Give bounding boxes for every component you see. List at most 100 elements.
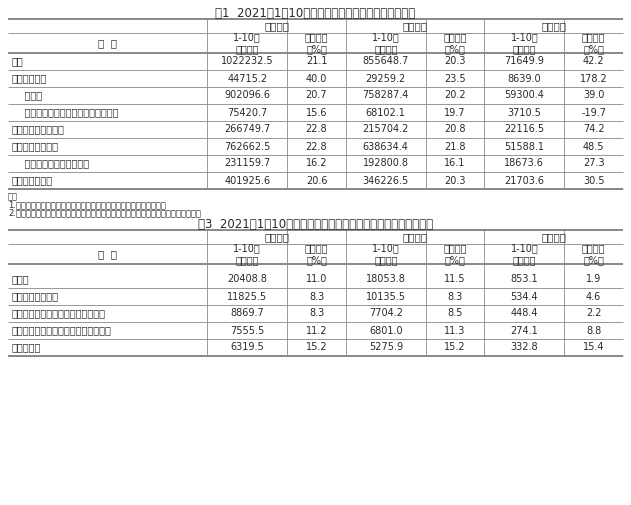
Text: 15.6: 15.6 <box>306 108 327 118</box>
Text: 10135.5: 10135.5 <box>366 291 406 301</box>
Text: 215704.2: 215704.2 <box>363 125 409 134</box>
Text: 8.5: 8.5 <box>447 309 463 319</box>
Text: 其中：股份制企业: 其中：股份制企业 <box>12 141 59 152</box>
Text: 22116.5: 22116.5 <box>504 125 545 134</box>
Text: 21.8: 21.8 <box>444 141 466 152</box>
Text: 同比增长
（%）: 同比增长 （%） <box>582 243 605 265</box>
Text: 1.经济类型分组之间存在交叉，故各经济类型企业数据之和大于总计。: 1.经济类型分组之间存在交叉，故各经济类型企业数据之和大于总计。 <box>8 200 166 209</box>
Text: 注：: 注： <box>8 192 18 201</box>
Text: 401925.6: 401925.6 <box>224 176 270 185</box>
Text: 行  业: 行 业 <box>98 249 117 259</box>
Text: 6319.5: 6319.5 <box>230 342 264 352</box>
Text: 6801.0: 6801.0 <box>369 326 403 335</box>
Text: 其中：采矿业: 其中：采矿业 <box>12 74 47 83</box>
Text: 8.3: 8.3 <box>447 291 463 301</box>
Text: 纺织业: 纺织业 <box>12 275 30 284</box>
Text: 20.8: 20.8 <box>444 125 466 134</box>
Text: 表1  2021年1－10月份规模以上工业企业主要财务指标: 表1 2021年1－10月份规模以上工业企业主要财务指标 <box>215 7 416 20</box>
Text: 制造业: 制造业 <box>12 90 42 100</box>
Text: 8869.7: 8869.7 <box>230 309 264 319</box>
Text: 11.0: 11.0 <box>306 275 327 284</box>
Text: 902096.6: 902096.6 <box>224 90 270 100</box>
Text: 40.0: 40.0 <box>306 74 327 83</box>
Text: 18673.6: 18673.6 <box>504 159 545 169</box>
Text: 5275.9: 5275.9 <box>369 342 403 352</box>
Text: 同比增长
（%）: 同比增长 （%） <box>444 32 467 54</box>
Text: 皮革、毛皮、羽毛及其制品和制鞋业: 皮革、毛皮、羽毛及其制品和制鞋业 <box>12 309 106 319</box>
Text: 1.9: 1.9 <box>586 275 601 284</box>
Text: 分  组: 分 组 <box>98 38 117 48</box>
Text: 21703.6: 21703.6 <box>504 176 545 185</box>
Text: 8.8: 8.8 <box>586 326 601 335</box>
Text: 20.3: 20.3 <box>444 57 466 67</box>
Text: 1-10月
（亿元）: 1-10月 （亿元） <box>510 243 538 265</box>
Text: 1-10月
（亿元）: 1-10月 （亿元） <box>372 32 399 54</box>
Text: 外商及港澳台商投资企业: 外商及港澳台商投资企业 <box>12 159 89 169</box>
Text: 16.1: 16.1 <box>444 159 466 169</box>
Text: 68102.1: 68102.1 <box>366 108 406 118</box>
Text: 20.2: 20.2 <box>444 90 466 100</box>
Text: 332.8: 332.8 <box>510 342 538 352</box>
Text: 15.2: 15.2 <box>444 342 466 352</box>
Text: 1-10月
（亿元）: 1-10月 （亿元） <box>233 32 261 54</box>
Text: 15.4: 15.4 <box>583 342 604 352</box>
Text: 27.3: 27.3 <box>583 159 604 169</box>
Text: 20.7: 20.7 <box>305 90 327 100</box>
Text: 855648.7: 855648.7 <box>363 57 409 67</box>
Text: 纺织服装、服饰业: 纺织服装、服饰业 <box>12 291 59 301</box>
Text: 22.8: 22.8 <box>305 141 327 152</box>
Text: 表3  2021年1－10月份规模以上工业企业主要财务指标（分行业）: 表3 2021年1－10月份规模以上工业企业主要财务指标（分行业） <box>198 218 433 231</box>
Text: 59300.4: 59300.4 <box>504 90 545 100</box>
Text: 1-10月
（亿元）: 1-10月 （亿元） <box>510 32 538 54</box>
Text: 16.2: 16.2 <box>306 159 327 169</box>
Text: 其中：国有控股企业: 其中：国有控股企业 <box>12 125 65 134</box>
Text: 电力、热力、燃气及水生产和供应业: 电力、热力、燃气及水生产和供应业 <box>12 108 119 118</box>
Text: 18053.8: 18053.8 <box>366 275 406 284</box>
Text: 1-10月
（亿元）: 1-10月 （亿元） <box>372 243 399 265</box>
Text: 其中：私营企业: 其中：私营企业 <box>12 176 53 185</box>
Text: 346226.5: 346226.5 <box>363 176 409 185</box>
Text: 19.7: 19.7 <box>444 108 466 118</box>
Text: 家具制造业: 家具制造业 <box>12 342 42 352</box>
Text: 利润总额: 利润总额 <box>541 232 566 242</box>
Text: 利润总额: 利润总额 <box>541 21 566 31</box>
Text: 29259.2: 29259.2 <box>365 74 406 83</box>
Text: 同比增长
（%）: 同比增长 （%） <box>582 32 605 54</box>
Text: 15.2: 15.2 <box>305 342 327 352</box>
Text: 2.本表部分指标存在总计不等于分项之和情况，是数据四舍五入所致，未作机械调整。: 2.本表部分指标存在总计不等于分项之和情况，是数据四舍五入所致，未作机械调整。 <box>8 208 201 217</box>
Text: 71649.9: 71649.9 <box>504 57 545 67</box>
Text: 2.2: 2.2 <box>586 309 601 319</box>
Text: 1-10月
（亿元）: 1-10月 （亿元） <box>233 243 261 265</box>
Text: 7555.5: 7555.5 <box>230 326 264 335</box>
Text: 营业成本: 营业成本 <box>403 232 428 242</box>
Text: 20.3: 20.3 <box>444 176 466 185</box>
Text: 762662.5: 762662.5 <box>224 141 271 152</box>
Text: 11.3: 11.3 <box>444 326 466 335</box>
Text: 20408.8: 20408.8 <box>227 275 267 284</box>
Text: 75420.7: 75420.7 <box>227 108 268 118</box>
Text: 448.4: 448.4 <box>510 309 538 319</box>
Text: 1022232.5: 1022232.5 <box>221 57 274 67</box>
Text: 营业成本: 营业成本 <box>403 21 428 31</box>
Text: 853.1: 853.1 <box>510 275 538 284</box>
Text: 274.1: 274.1 <box>510 326 538 335</box>
Text: 231159.7: 231159.7 <box>224 159 270 169</box>
Text: 534.4: 534.4 <box>510 291 538 301</box>
Text: 638634.4: 638634.4 <box>363 141 409 152</box>
Text: 178.2: 178.2 <box>580 74 608 83</box>
Text: -19.7: -19.7 <box>581 108 606 118</box>
Text: 8.3: 8.3 <box>309 291 324 301</box>
Text: 同比增长
（%）: 同比增长 （%） <box>444 243 467 265</box>
Text: 营业收入: 营业收入 <box>264 232 289 242</box>
Text: 48.5: 48.5 <box>583 141 604 152</box>
Text: 192800.8: 192800.8 <box>363 159 409 169</box>
Text: 总计: 总计 <box>12 57 24 67</box>
Text: 23.5: 23.5 <box>444 74 466 83</box>
Text: 11825.5: 11825.5 <box>227 291 268 301</box>
Text: 266749.7: 266749.7 <box>224 125 270 134</box>
Text: 21.1: 21.1 <box>306 57 327 67</box>
Text: 8.3: 8.3 <box>309 309 324 319</box>
Text: 39.0: 39.0 <box>583 90 604 100</box>
Text: 同比增长
（%）: 同比增长 （%） <box>305 243 328 265</box>
Text: 758287.4: 758287.4 <box>363 90 409 100</box>
